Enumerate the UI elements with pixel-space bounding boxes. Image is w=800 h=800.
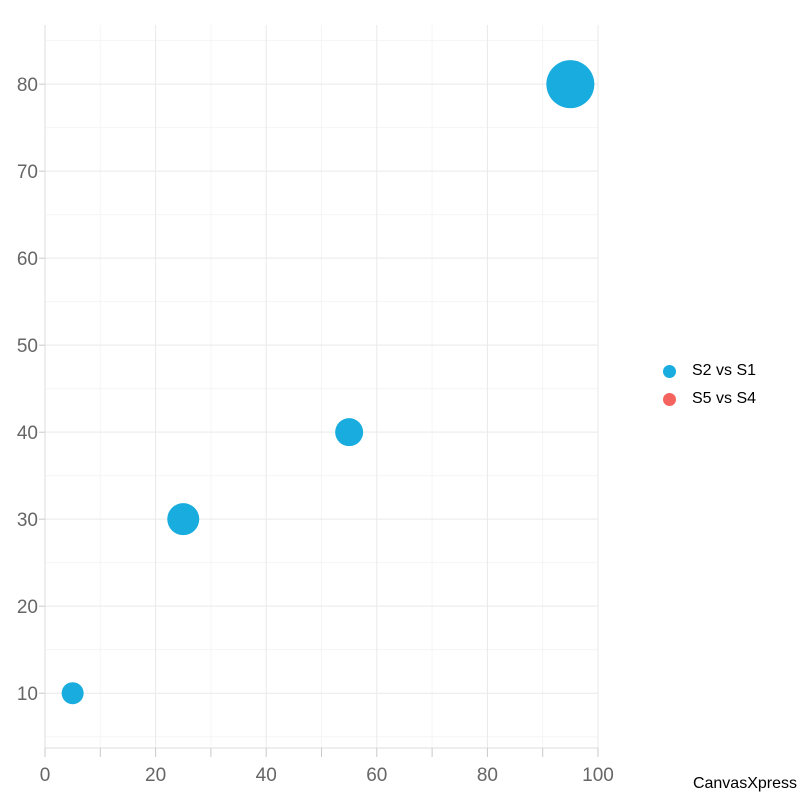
- legend-swatch-icon: [663, 364, 676, 378]
- canvasxpress-watermark: CanvasXpress: [692, 775, 797, 792]
- y-axis-tick-label: 40: [17, 423, 38, 444]
- legend-swatch-icon: [663, 392, 676, 406]
- y-axis-tick-label: 50: [17, 336, 38, 357]
- y-axis-tick-label: 70: [17, 162, 38, 183]
- x-axis-tick-label: 80: [477, 765, 498, 786]
- y-axis-tick-label: 80: [17, 75, 38, 96]
- y-axis-tick-label: 10: [17, 684, 38, 705]
- legend-label: S2 vs S1: [692, 362, 757, 379]
- x-axis-tick-label: 40: [256, 765, 277, 786]
- legend-label: S5 vs S4: [692, 390, 757, 407]
- y-axis-tick-label: 30: [17, 510, 38, 531]
- x-axis-tick-label: 20: [145, 765, 166, 786]
- y-axis-tick-label: 60: [17, 249, 38, 270]
- bubble-point[interactable]: [546, 60, 595, 109]
- bubble-point[interactable]: [167, 503, 200, 536]
- legend: S2 vs S1 S5 vs S4: [663, 357, 756, 413]
- y-axis-tick-label: 20: [17, 597, 38, 618]
- bubble-point[interactable]: [335, 418, 364, 447]
- x-axis-tick-label: 100: [582, 765, 614, 786]
- bubble-point[interactable]: [61, 682, 84, 705]
- x-axis-tick-label: 0: [40, 765, 51, 786]
- x-axis-tick-label: 60: [366, 765, 387, 786]
- legend-item-s5-vs-s4[interactable]: S5 vs S4: [663, 385, 756, 413]
- legend-item-s2-vs-s1[interactable]: S2 vs S1: [663, 357, 756, 385]
